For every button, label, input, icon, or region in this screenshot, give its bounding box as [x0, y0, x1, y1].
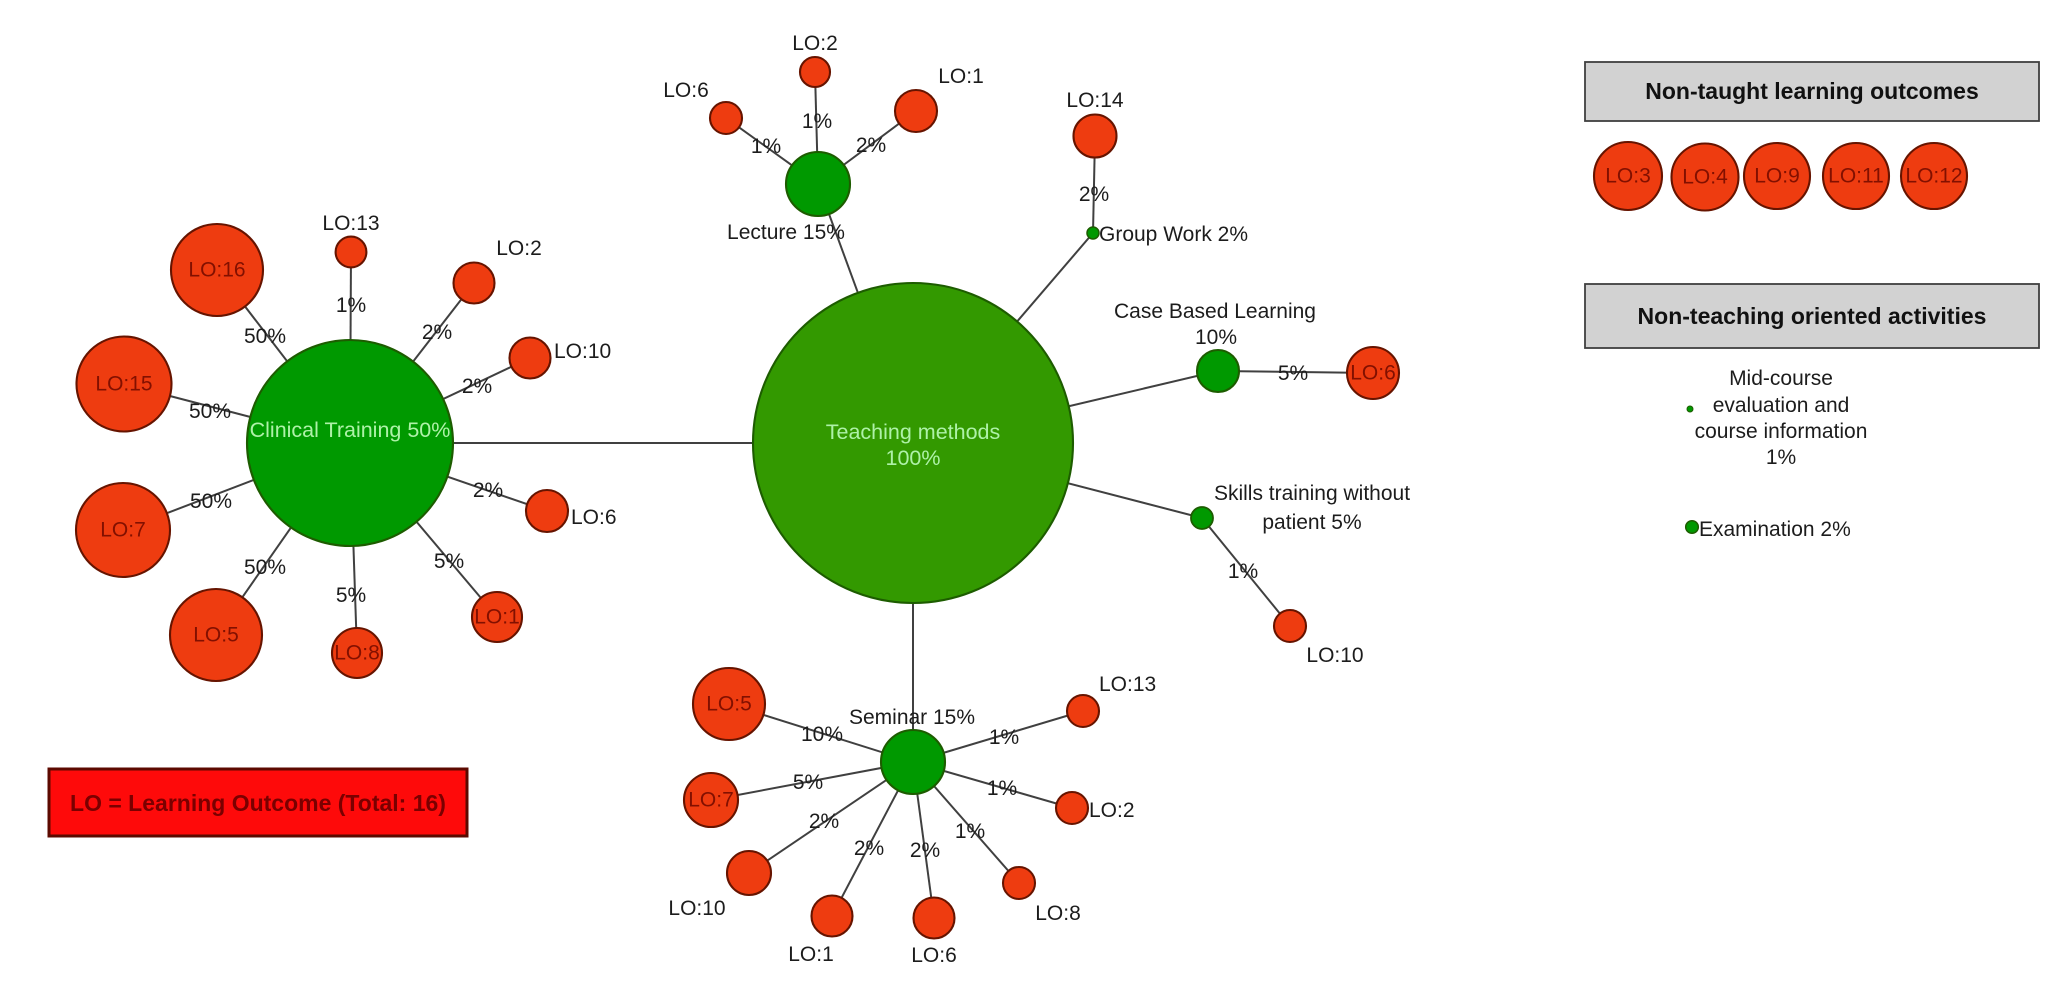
svg-text:2%: 2%	[856, 134, 886, 157]
svg-text:LO:5: LO:5	[193, 624, 239, 647]
svg-text:5%: 5%	[336, 584, 366, 607]
svg-text:5%: 5%	[1278, 362, 1308, 385]
svg-text:LO:2: LO:2	[496, 237, 542, 260]
svg-text:100%: 100%	[886, 446, 941, 470]
svg-text:Teaching methods: Teaching methods	[826, 420, 1001, 444]
svg-text:LO:7: LO:7	[688, 789, 734, 812]
svg-text:2%: 2%	[854, 837, 884, 860]
svg-text:2%: 2%	[1079, 183, 1109, 206]
svg-text:course information: course information	[1695, 420, 1868, 443]
svg-text:LO:12: LO:12	[1905, 165, 1962, 188]
svg-text:1%: 1%	[336, 294, 366, 317]
svg-text:LO:11: LO:11	[1828, 165, 1884, 188]
svg-text:2%: 2%	[473, 479, 503, 502]
svg-text:Case Based Learning: Case Based Learning	[1114, 300, 1316, 323]
svg-text:LO:6: LO:6	[571, 506, 617, 529]
svg-text:Skills training without: Skills training without	[1214, 482, 1410, 505]
svg-text:LO:15: LO:15	[95, 373, 152, 396]
svg-text:LO:1: LO:1	[938, 65, 984, 88]
svg-text:LO:6: LO:6	[663, 79, 709, 102]
svg-text:LO:3: LO:3	[1605, 165, 1651, 188]
svg-text:2%: 2%	[462, 375, 492, 398]
svg-text:LO:8: LO:8	[334, 642, 380, 665]
svg-text:LO:2: LO:2	[1089, 799, 1135, 822]
svg-text:2%: 2%	[809, 810, 839, 833]
svg-text:1%: 1%	[802, 110, 832, 133]
svg-text:LO:5: LO:5	[706, 693, 752, 716]
svg-text:LO:1: LO:1	[788, 943, 834, 966]
svg-text:LO:10: LO:10	[1306, 644, 1363, 667]
svg-text:1%: 1%	[989, 726, 1019, 749]
svg-text:patient 5%: patient 5%	[1262, 511, 1361, 534]
svg-text:LO:13: LO:13	[322, 212, 379, 235]
svg-text:5%: 5%	[793, 771, 823, 794]
svg-text:LO:10: LO:10	[554, 340, 611, 363]
svg-text:Lecture 15%: Lecture 15%	[727, 221, 845, 244]
svg-text:10%: 10%	[1195, 326, 1237, 349]
svg-text:1%: 1%	[1228, 560, 1258, 583]
svg-text:LO:7: LO:7	[100, 519, 146, 542]
svg-text:LO:16: LO:16	[188, 259, 245, 282]
svg-text:1%: 1%	[751, 135, 781, 158]
svg-text:LO:4: LO:4	[1682, 166, 1728, 189]
svg-text:Examination 2%: Examination 2%	[1699, 518, 1851, 541]
svg-text:LO:6: LO:6	[911, 944, 957, 967]
svg-text:50%: 50%	[189, 400, 231, 423]
svg-text:50%: 50%	[190, 490, 232, 513]
svg-text:1%: 1%	[955, 820, 985, 843]
svg-text:LO:6: LO:6	[1350, 362, 1396, 385]
svg-text:LO = Learning Outcome (Total:: LO = Learning Outcome (Total: 16)	[70, 790, 446, 816]
svg-text:evaluation and: evaluation and	[1713, 394, 1850, 417]
svg-text:5%: 5%	[434, 550, 464, 573]
svg-text:LO:13: LO:13	[1099, 673, 1156, 696]
svg-text:Non-teaching oriented activiti: Non-teaching oriented activities	[1638, 303, 1987, 329]
svg-text:50%: 50%	[244, 325, 286, 348]
svg-text:10%: 10%	[801, 723, 843, 746]
svg-text:1%: 1%	[1766, 446, 1796, 469]
svg-text:2%: 2%	[910, 839, 940, 862]
svg-text:Group Work 2%: Group Work 2%	[1099, 223, 1248, 246]
svg-text:2%: 2%	[422, 321, 452, 344]
svg-text:LO:1: LO:1	[474, 606, 520, 629]
svg-text:LO:2: LO:2	[792, 32, 838, 55]
svg-text:1%: 1%	[987, 777, 1017, 800]
svg-text:Seminar 15%: Seminar 15%	[849, 706, 975, 729]
svg-text:LO:9: LO:9	[1754, 165, 1800, 188]
svg-text:Mid-course: Mid-course	[1729, 367, 1833, 390]
svg-text:LO:14: LO:14	[1066, 89, 1124, 112]
svg-text:50%: 50%	[244, 556, 286, 579]
svg-text:LO:8: LO:8	[1035, 902, 1081, 925]
svg-text:LO:10: LO:10	[668, 897, 725, 920]
svg-text:Non-taught learning outcomes: Non-taught learning outcomes	[1645, 78, 1979, 104]
svg-text:Clinical Training 50%: Clinical Training 50%	[250, 418, 451, 442]
